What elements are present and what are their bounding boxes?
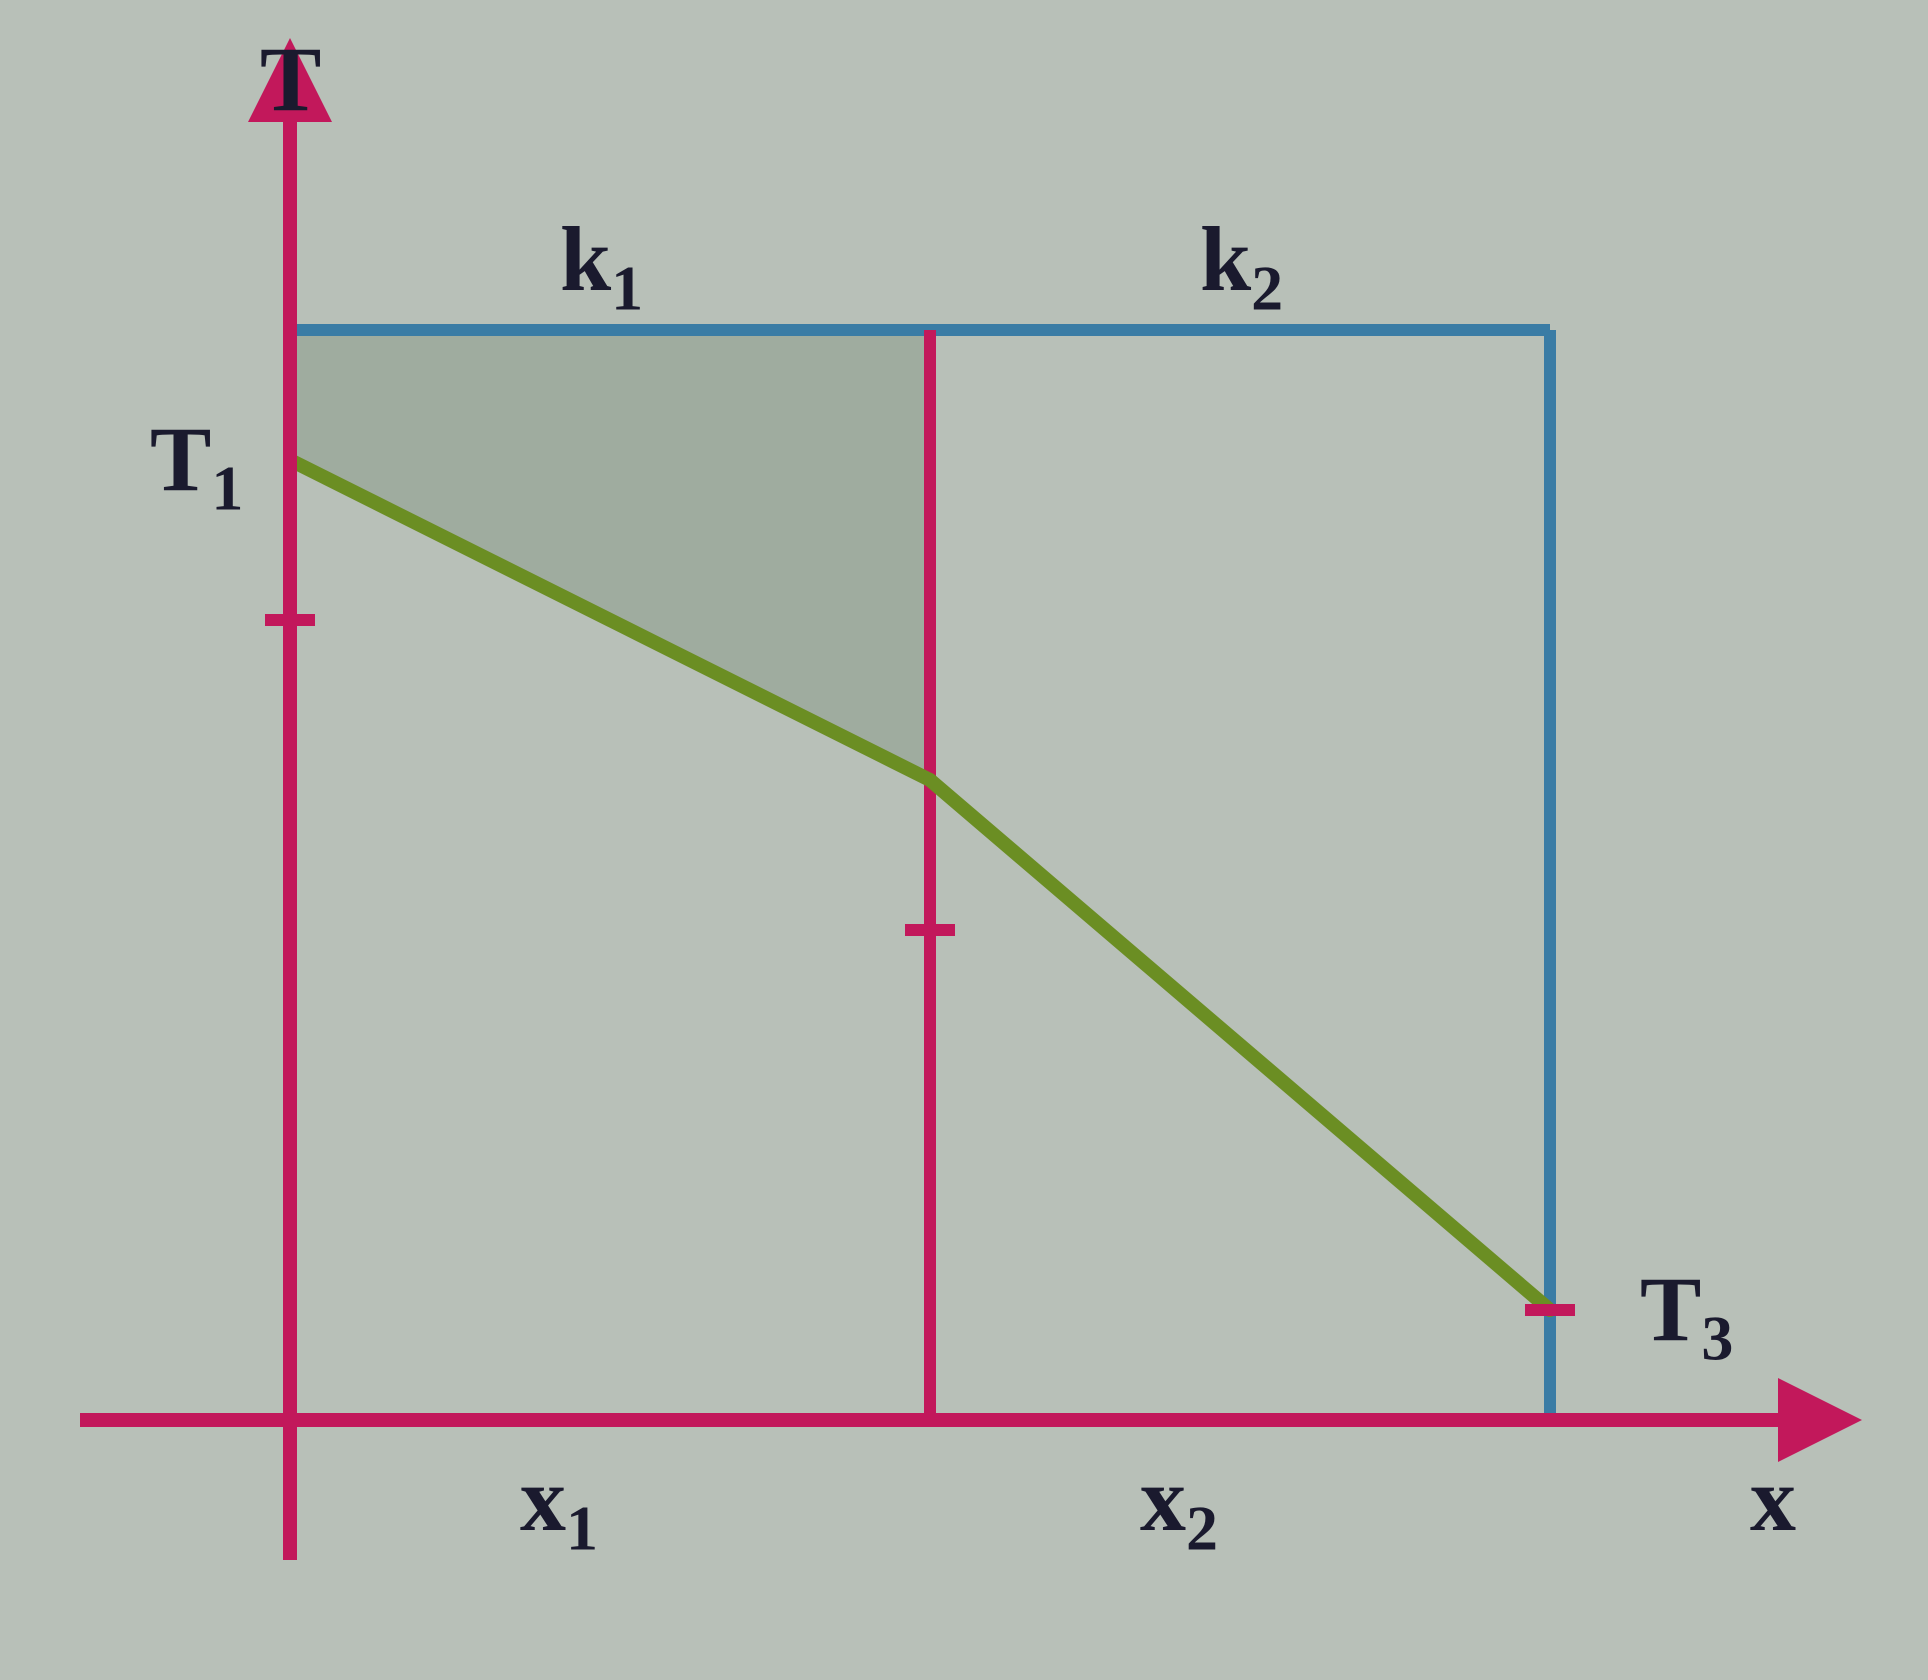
y-axis-label: T — [260, 26, 321, 132]
x1-label: x1 — [520, 1446, 598, 1565]
k2-label: k2 — [1200, 206, 1283, 325]
t1-label: T1 — [150, 406, 243, 525]
t3-label: T3 — [1640, 1256, 1733, 1375]
chart-svg — [0, 0, 1928, 1680]
temp-profile-segment-2 — [930, 780, 1550, 1310]
shaded-region — [290, 330, 930, 780]
x2-label: x2 — [1140, 1446, 1218, 1565]
graph-container — [0, 0, 1928, 1680]
x-axis-label: x — [1750, 1446, 1796, 1552]
k1-label: k1 — [560, 206, 643, 325]
